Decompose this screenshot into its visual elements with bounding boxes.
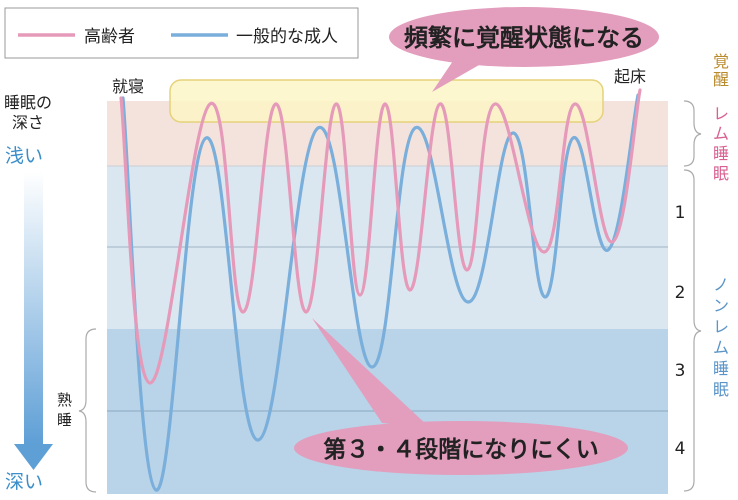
deep-sleep-bracket (78, 328, 97, 493)
deep-label: 深い (5, 471, 43, 493)
stage-number-3: 3 (675, 361, 686, 381)
nonrem-bracket (683, 169, 702, 492)
deep-sleep-label-1: 熟 (57, 391, 72, 409)
rem-bracket (683, 100, 702, 167)
callout-deep-text: 第３・４段階になりにくい (323, 436, 599, 463)
stage-number-1: 1 (675, 203, 686, 223)
series-line-adult (121, 93, 640, 492)
depth-arrow-icon (14, 172, 53, 470)
wake-up-label: 起床 (614, 67, 646, 86)
legend-box (4, 7, 359, 59)
y-axis-label-line1: 睡眠の (4, 93, 52, 112)
deep-sleep-label-2: 睡 (57, 411, 72, 429)
shallow-label: 浅い (5, 145, 43, 167)
callout-wake-bubble (389, 7, 659, 67)
legend-label-elderly: 高齢者 (84, 27, 135, 47)
wake-highlight-box (169, 79, 604, 123)
wake-stage-label: 覚醒 (713, 52, 729, 89)
stage-number-2: 2 (675, 283, 686, 303)
sleep-onset-label: 就寝 (112, 77, 144, 96)
legend-label-adult: 一般的な成人 (236, 27, 338, 47)
series-line-elderly (119, 88, 642, 385)
callout-wake-tail (432, 58, 486, 92)
rem-stage-label: レム睡眠 (713, 104, 729, 183)
callout-wake-text: 頻繁に覚醒状態になる (404, 24, 644, 52)
nonrem-stage-label: ノンレム睡眠 (713, 275, 729, 399)
callout-deep-bubble (294, 421, 628, 475)
callout-deep-tail (312, 318, 428, 426)
y-axis-label-line2: 深さ (12, 113, 44, 132)
stage-number-4: 4 (675, 439, 686, 459)
